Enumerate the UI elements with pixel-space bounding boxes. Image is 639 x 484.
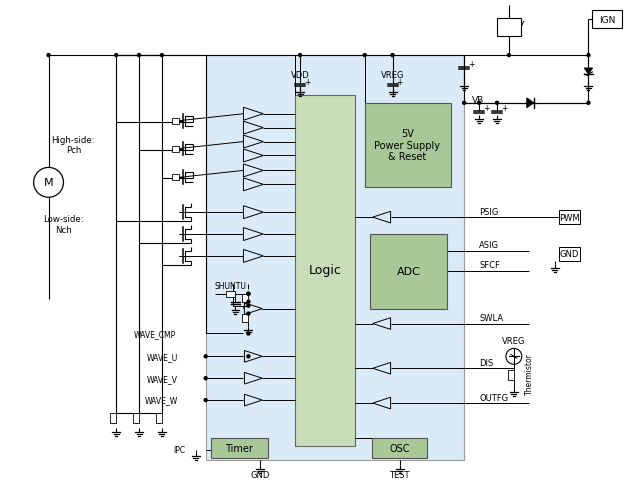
Circle shape [587,102,590,105]
Text: 5V
Power Supply
& Reset: 5V Power Supply & Reset [374,129,440,162]
Circle shape [204,355,207,358]
Bar [172,146,179,152]
Bar [508,370,514,380]
Bar [133,413,139,423]
Bar [172,119,179,124]
Circle shape [507,55,511,58]
Bar [172,175,179,181]
Text: +: + [501,104,507,113]
Circle shape [247,293,250,296]
Circle shape [587,55,590,58]
Text: GND: GND [560,250,579,259]
Text: WAVE_W: WAVE_W [144,396,178,405]
Bar [497,19,521,37]
Bar [206,56,464,460]
Circle shape [247,313,250,316]
Text: M: M [43,178,54,188]
Bar [295,96,355,446]
Circle shape [137,55,141,58]
Text: VREG: VREG [502,336,525,345]
Circle shape [204,399,207,402]
Circle shape [114,55,118,58]
Text: ADC: ADC [397,266,420,276]
Text: SHUNTU: SHUNTU [215,282,247,291]
Text: SFCF: SFCF [479,261,500,270]
Text: +: + [304,78,311,87]
Text: WAVE_CMP: WAVE_CMP [134,329,176,338]
Circle shape [247,333,250,335]
Text: Timer: Timer [226,443,254,453]
Text: +: + [468,60,474,68]
Text: OSC: OSC [389,443,410,453]
Circle shape [247,293,250,296]
Circle shape [463,102,466,105]
Circle shape [391,55,394,58]
Text: SWLA: SWLA [479,314,503,322]
Circle shape [363,55,366,58]
Text: Low-side:
Nch: Low-side: Nch [43,215,84,234]
Text: Thermistor: Thermistor [525,352,534,394]
Bar [370,235,447,309]
Text: WAVE_U: WAVE_U [146,352,178,361]
Bar [226,291,236,297]
Text: VREG: VREG [381,71,404,80]
Circle shape [47,55,50,58]
Text: ASIG: ASIG [479,241,499,250]
Text: PSIG: PSIG [479,207,498,216]
Bar [372,438,427,458]
Bar [156,413,162,423]
Circle shape [204,377,207,380]
Circle shape [247,304,250,307]
Circle shape [247,301,250,303]
Text: IGN: IGN [599,16,615,25]
Text: TEST: TEST [389,470,410,479]
Bar [592,11,622,29]
Circle shape [298,55,302,58]
Text: +: + [483,104,489,113]
Text: VB: VB [472,96,484,105]
Circle shape [495,102,498,105]
Circle shape [477,102,481,105]
Text: VDD: VDD [291,71,309,80]
Text: GND: GND [250,470,270,479]
Bar [242,294,249,302]
Text: OUTFG: OUTFG [479,393,508,402]
Text: DIS: DIS [479,358,493,367]
Bar [558,247,580,261]
Bar [365,104,451,188]
Text: +: + [396,78,403,87]
Text: PWM: PWM [559,213,580,222]
Bar [242,314,249,322]
Bar [211,438,268,458]
Polygon shape [527,99,534,108]
Text: IPC: IPC [174,445,186,454]
Bar [110,413,116,423]
Circle shape [247,355,250,358]
Text: High-side:
Pch: High-side: Pch [52,136,95,155]
Text: WAVE_V: WAVE_V [147,374,178,383]
Text: Logic: Logic [309,264,341,277]
Circle shape [160,55,164,58]
Polygon shape [584,69,592,75]
Bar [558,211,580,225]
